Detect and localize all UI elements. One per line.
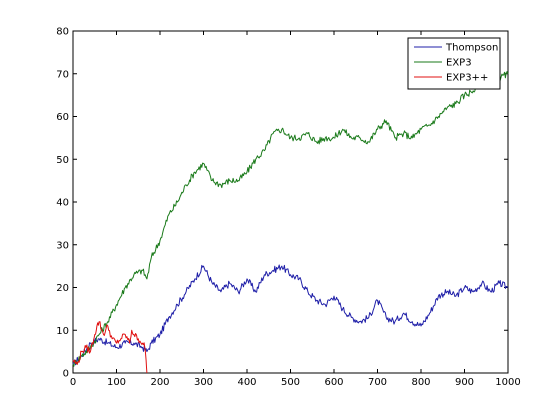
series-line-exp3 [72, 71, 509, 367]
series-line-exp3plusplus [72, 321, 148, 374]
y-tick-label: 50 [56, 155, 69, 166]
x-tick-label: 800 [411, 377, 430, 388]
y-tick-label: 20 [56, 283, 69, 294]
axis-ticks: 0 100 200 300 400 500 600 700 800 900 1000 0 10 20 30 4… [56, 27, 520, 389]
x-tick-label: 0 [70, 377, 76, 388]
x-tick-label: 400 [237, 377, 256, 388]
x-tick-label: 1000 [495, 377, 520, 388]
y-tick-label: 30 [56, 240, 69, 251]
y-tick-label: 60 [56, 112, 69, 123]
x-tick-label: 200 [150, 377, 169, 388]
x-tick-label: 900 [455, 377, 474, 388]
x-tick-label: 300 [194, 377, 213, 388]
legend-label: EXP3++ [446, 73, 488, 84]
y-tick-label: 80 [56, 27, 69, 38]
y-tick-label: 40 [56, 198, 69, 209]
legend-label: Thompson [445, 43, 498, 54]
series-lines [72, 71, 509, 374]
x-tick-label: 500 [281, 377, 300, 388]
legend: Thompson EXP3 EXP3++ [407, 37, 501, 90]
x-tick-label: 600 [324, 377, 343, 388]
x-tick-label: 700 [368, 377, 387, 388]
x-tick-label: 100 [107, 377, 126, 388]
legend-label: EXP3 [446, 58, 472, 69]
y-tick-label: 0 [63, 369, 69, 380]
y-tick-label: 70 [56, 69, 69, 80]
y-tick-label: 10 [56, 326, 69, 337]
